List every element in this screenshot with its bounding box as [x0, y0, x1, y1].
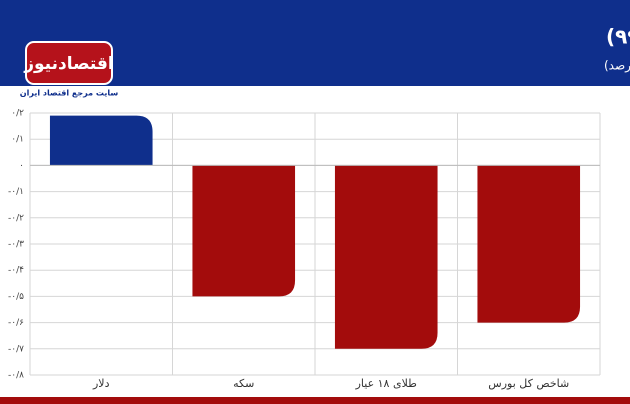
y-tick-label: -۰/۸: [8, 371, 24, 381]
x-tick-label: سکه: [233, 377, 254, 390]
y-tick-label: -۰/۴: [8, 266, 24, 276]
footer-stripe: [0, 397, 630, 404]
y-tick-label: ۰/۱: [11, 135, 24, 145]
y-tick-label: ۰: [19, 161, 24, 171]
logo-name: اقتصادنیوز: [23, 54, 114, 74]
x-tick-label: طلای ۱۸ عیار: [355, 377, 418, 390]
y-tick-label: -۰/۳: [8, 240, 24, 250]
x-tick-label: شاخص کل بورس: [488, 377, 569, 390]
bar: [49, 115, 153, 166]
x-tick-label: دلار: [92, 377, 110, 390]
chart-subtitle: (واحد: درصد): [604, 59, 630, 74]
y-tick-label: -۰/۷: [8, 344, 24, 354]
chart-title: | بازدهی بازارها (چهارشنبه ۲۹ بهمن ۹۹): [606, 25, 630, 50]
y-tick-label: -۰/۱: [8, 187, 24, 197]
bar: [477, 165, 581, 323]
y-tick-label: -۰/۶: [8, 318, 24, 328]
y-tick-label: ۰/۲: [11, 109, 24, 119]
logo-tagline: سایت مرجع اقتصاد ایران: [20, 89, 119, 98]
bar: [192, 165, 296, 297]
y-tick-label: -۰/۵: [8, 292, 24, 302]
logo-box: [25, 41, 113, 85]
y-tick-label: -۰/۲: [8, 213, 24, 223]
bar: [334, 165, 438, 349]
